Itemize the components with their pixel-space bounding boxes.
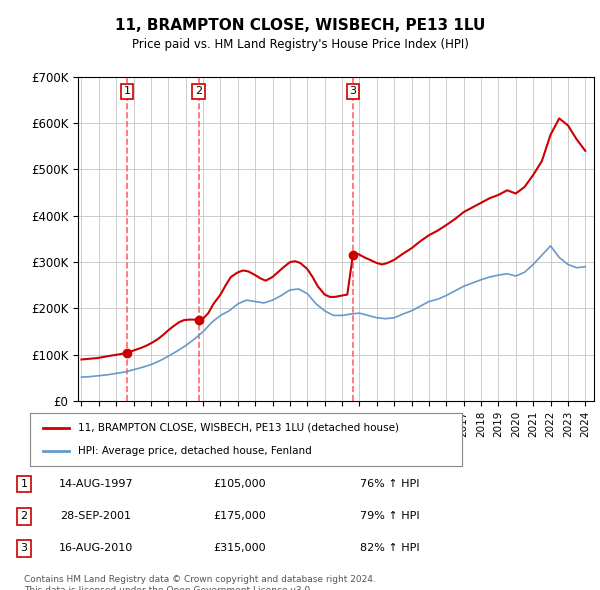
Text: 14-AUG-1997: 14-AUG-1997 xyxy=(59,479,133,489)
Text: Price paid vs. HM Land Registry's House Price Index (HPI): Price paid vs. HM Land Registry's House … xyxy=(131,38,469,51)
Text: 2: 2 xyxy=(20,512,28,521)
Text: 16-AUG-2010: 16-AUG-2010 xyxy=(59,543,133,553)
Text: 1: 1 xyxy=(20,479,28,489)
Text: £105,000: £105,000 xyxy=(214,479,266,489)
Text: 82% ↑ HPI: 82% ↑ HPI xyxy=(360,543,420,553)
Text: £315,000: £315,000 xyxy=(214,543,266,553)
Text: 28-SEP-2001: 28-SEP-2001 xyxy=(61,512,131,521)
Text: 2: 2 xyxy=(195,86,202,96)
Text: 11, BRAMPTON CLOSE, WISBECH, PE13 1LU (detached house): 11, BRAMPTON CLOSE, WISBECH, PE13 1LU (d… xyxy=(77,423,398,433)
Text: 1: 1 xyxy=(124,86,130,96)
Text: 76% ↑ HPI: 76% ↑ HPI xyxy=(360,479,420,489)
Text: £175,000: £175,000 xyxy=(214,512,266,521)
Text: Contains HM Land Registry data © Crown copyright and database right 2024.
This d: Contains HM Land Registry data © Crown c… xyxy=(24,575,376,590)
Text: HPI: Average price, detached house, Fenland: HPI: Average price, detached house, Fenl… xyxy=(77,446,311,456)
Text: 79% ↑ HPI: 79% ↑ HPI xyxy=(360,512,420,521)
Text: 3: 3 xyxy=(349,86,356,96)
Text: 3: 3 xyxy=(20,543,28,553)
Text: 11, BRAMPTON CLOSE, WISBECH, PE13 1LU: 11, BRAMPTON CLOSE, WISBECH, PE13 1LU xyxy=(115,18,485,32)
